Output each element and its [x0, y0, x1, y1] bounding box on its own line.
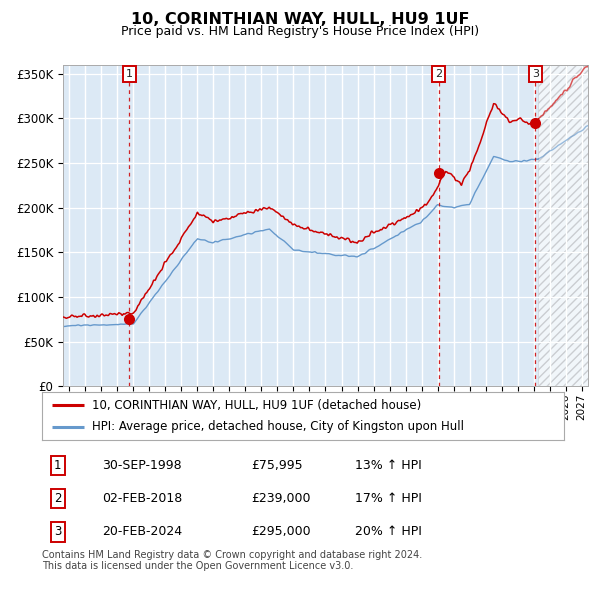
Text: £239,000: £239,000	[251, 492, 310, 505]
Text: £295,000: £295,000	[251, 525, 310, 538]
Text: 10, CORINTHIAN WAY, HULL, HU9 1UF (detached house): 10, CORINTHIAN WAY, HULL, HU9 1UF (detac…	[92, 399, 421, 412]
Text: 13% ↑ HPI: 13% ↑ HPI	[355, 459, 422, 472]
Text: 1: 1	[126, 69, 133, 79]
Text: 20-FEB-2024: 20-FEB-2024	[102, 525, 182, 538]
Text: HPI: Average price, detached house, City of Kingston upon Hull: HPI: Average price, detached house, City…	[92, 420, 464, 433]
Text: 02-FEB-2018: 02-FEB-2018	[102, 492, 182, 505]
Text: 10, CORINTHIAN WAY, HULL, HU9 1UF: 10, CORINTHIAN WAY, HULL, HU9 1UF	[131, 12, 469, 27]
Text: 1: 1	[54, 459, 61, 472]
Text: £75,995: £75,995	[251, 459, 302, 472]
Bar	[538, 65, 588, 386]
Text: 2: 2	[54, 492, 61, 505]
Text: 30-SEP-1998: 30-SEP-1998	[102, 459, 182, 472]
Text: Price paid vs. HM Land Registry's House Price Index (HPI): Price paid vs. HM Land Registry's House …	[121, 25, 479, 38]
Bar	[538, 65, 588, 386]
Text: 3: 3	[54, 525, 61, 538]
Text: 3: 3	[532, 69, 539, 79]
Text: 20% ↑ HPI: 20% ↑ HPI	[355, 525, 422, 538]
Text: 17% ↑ HPI: 17% ↑ HPI	[355, 492, 422, 505]
Text: 2: 2	[435, 69, 442, 79]
Text: Contains HM Land Registry data © Crown copyright and database right 2024.
This d: Contains HM Land Registry data © Crown c…	[42, 550, 422, 572]
